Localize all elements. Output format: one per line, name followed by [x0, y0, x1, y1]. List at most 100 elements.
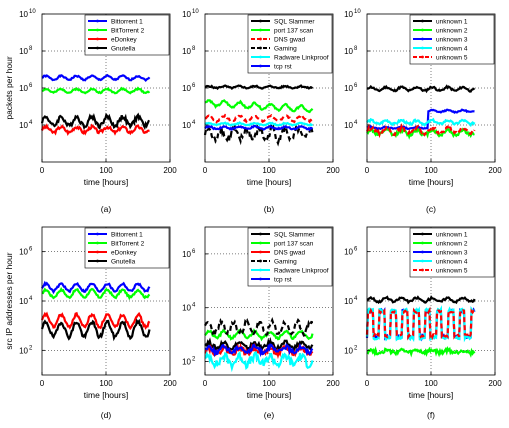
y-tick-label: 10 [182, 358, 191, 367]
legend-label: unknown 4 [436, 259, 468, 266]
x-tick-label: 100 [262, 166, 276, 175]
series-line-4 [204, 121, 314, 127]
x-tick-label: 0 [40, 166, 45, 175]
x-tick-label: 200 [163, 166, 177, 175]
y-tick-exponent: 6 [354, 83, 358, 89]
series-line-0 [366, 84, 476, 94]
x-axis-label: time [hours] [409, 390, 453, 400]
series-line-3 [203, 122, 314, 147]
y-tick-label: 10 [19, 346, 28, 355]
y-tick-exponent: 2 [29, 345, 33, 351]
x-axis-label: time [hours] [247, 177, 291, 187]
legend: unknown 1 unknown 2 unknown 3 unknown 4 unkn… [409, 227, 495, 278]
x-axis-label: time [hours] [409, 177, 453, 187]
legend-marker [421, 250, 424, 254]
legend-marker [259, 46, 262, 50]
series-line-3 [204, 316, 314, 339]
x-tick-label: 200 [326, 379, 340, 388]
legend: unknown 1 unknown 2 unknown 3 unknown 4 unkn… [409, 14, 495, 65]
y-tick-label: 10 [344, 10, 353, 19]
x-axis-label: time [hours] [84, 177, 128, 187]
legend-marker [96, 37, 99, 41]
y-tick-exponent: 6 [29, 83, 33, 89]
y-axis-label: src IP addresses per hour [4, 252, 14, 349]
series-line-4 [204, 350, 314, 373]
series-line-4 [365, 306, 475, 341]
legend-marker [259, 232, 262, 236]
legend-marker [259, 55, 262, 59]
legend-box [247, 227, 333, 287]
legend-label: unknown 3 [436, 250, 468, 257]
y-tick-label: 10 [182, 10, 191, 19]
y-tick-label: 10 [344, 297, 353, 306]
y-tick-exponent: 6 [29, 247, 33, 253]
y-tick-label: 10 [19, 121, 28, 130]
legend-label: eDonkey [111, 250, 137, 257]
legend: Bittorrent 1 BitTorrent 2 eDonkey Gnutella [84, 227, 170, 269]
legend: Bittorrent 1 BitTorrent 2 eDonkey Gnutella [84, 14, 170, 56]
legend-marker [421, 28, 424, 32]
y-tick-label: 10 [344, 47, 353, 56]
y-tick-exponent: 4 [29, 296, 33, 302]
y-tick-label: 10 [182, 47, 191, 56]
series-line-2 [40, 123, 150, 136]
subplot-caption: (a) [101, 204, 112, 214]
legend-label: unknown 2 [436, 241, 468, 248]
y-tick-label: 10 [182, 84, 191, 93]
y-tick-exponent: 8 [354, 46, 358, 52]
y-tick-exponent: 6 [192, 83, 196, 89]
legend-label: tcp rst [274, 277, 292, 284]
series-line-1 [41, 286, 151, 301]
series-line-1 [41, 86, 151, 95]
series-line-3 [40, 112, 150, 131]
legend-marker [259, 259, 262, 263]
legend-marker [421, 19, 424, 23]
legend-label: Gnutella [111, 46, 136, 53]
y-tick-exponent: 2 [354, 345, 358, 351]
y-tick-exponent: 10 [29, 9, 36, 15]
legend-label: Radware Linkproof [274, 268, 329, 275]
x-tick-label: 200 [326, 166, 340, 175]
y-tick-label: 10 [182, 121, 191, 130]
legend-marker [96, 28, 99, 32]
y-tick-label: 10 [19, 10, 28, 19]
series-line-4 [366, 123, 476, 139]
y-tick-label: 10 [344, 121, 353, 130]
series-line-0 [41, 73, 151, 82]
legend-label: SQL Slammer [274, 232, 315, 239]
series-line-2 [366, 108, 475, 131]
x-tick-label: 0 [365, 379, 370, 388]
x-tick-label: 0 [365, 166, 370, 175]
legend: SQL Slammer port 137 scan DNS gwad Gaming Ra… [247, 14, 333, 74]
series-line-5 [204, 342, 314, 358]
subplot-caption: (e) [264, 410, 275, 420]
y-tick-exponent: 4 [29, 120, 33, 126]
series-line-2 [40, 311, 151, 331]
y-tick-exponent: 8 [192, 46, 196, 52]
y-tick-exponent: 2 [192, 357, 196, 363]
x-tick-label: 100 [99, 379, 113, 388]
x-tick-label: 200 [488, 379, 502, 388]
subplot-caption: (c) [426, 204, 436, 214]
legend-marker [259, 250, 262, 254]
y-tick-label: 10 [19, 248, 28, 257]
legend-marker [421, 37, 424, 41]
y-tick-exponent: 4 [354, 120, 358, 126]
series-line-1 [204, 328, 314, 342]
y-tick-exponent: 6 [192, 249, 196, 255]
legend-marker [421, 46, 424, 50]
series-line-0 [41, 280, 151, 295]
series-line-0 [204, 84, 314, 91]
x-tick-label: 100 [424, 166, 438, 175]
legend-marker [96, 232, 99, 236]
series-line-0 [204, 336, 314, 353]
legend-marker [259, 268, 262, 272]
legend-marker [421, 55, 424, 59]
legend-label: Bittorrent 1 [111, 232, 143, 239]
y-tick-exponent: 10 [354, 9, 361, 15]
